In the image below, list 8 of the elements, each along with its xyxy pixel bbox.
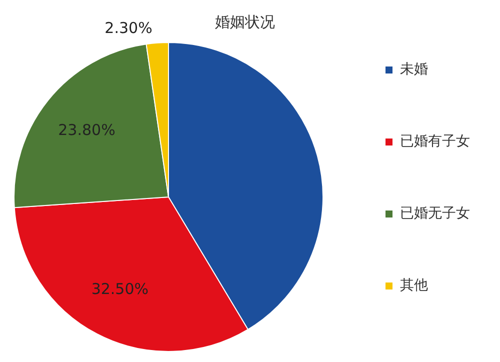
legend-label: 未婚 [400,62,428,78]
legend-label: 已婚有子女 [400,134,470,150]
legend-label: 其他 [400,278,428,294]
chart-title: 婚姻状况 [215,12,275,31]
data-label: 2.30% [104,18,152,37]
legend-label: 已婚无子女 [400,206,470,222]
data-label: 23.80% [58,120,116,139]
data-label: 32.50% [91,280,149,298]
